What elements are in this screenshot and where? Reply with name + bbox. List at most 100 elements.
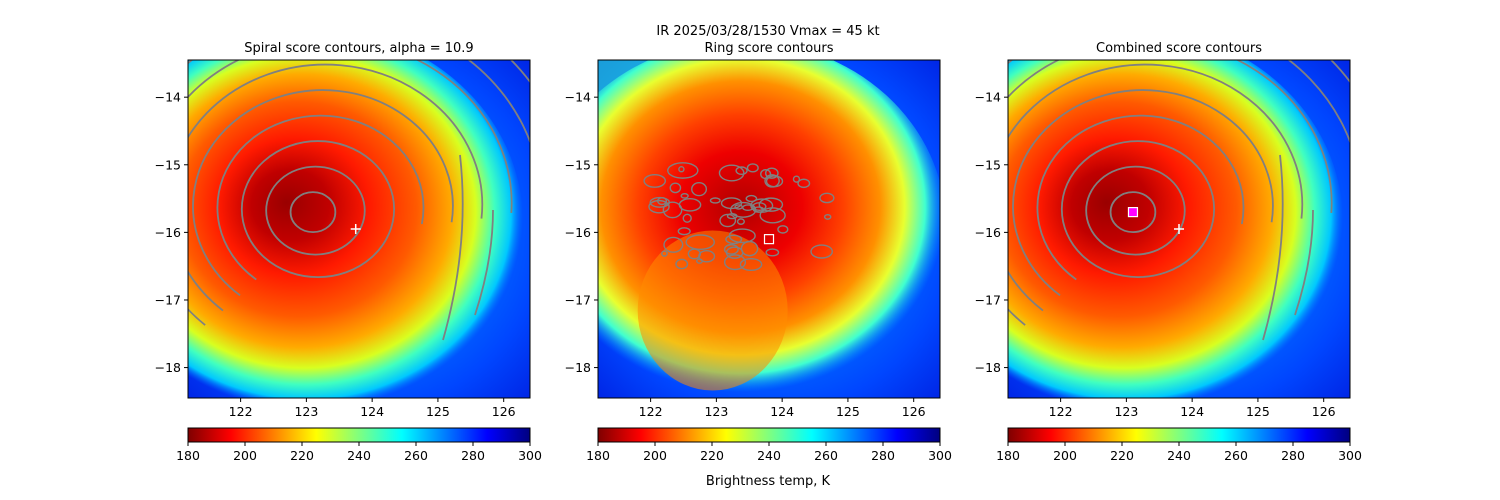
- y-tick-label: −18: [155, 360, 181, 375]
- colorbar-tick-label: 220: [290, 448, 314, 463]
- colorbar-label: Brightness temp, K: [706, 474, 831, 489]
- colorbar-tick-label: 280: [1281, 448, 1305, 463]
- contour-line: [1262, 154, 1284, 341]
- colorbar-tick-label: 280: [461, 448, 485, 463]
- y-tick-label: −18: [565, 360, 591, 375]
- colorbar-tick-label: 220: [700, 448, 724, 463]
- center-marker-square-1-0: [763, 234, 775, 245]
- contour-blob: [682, 213, 692, 223]
- y-tick-label: −14: [155, 90, 181, 105]
- contour-blob: [745, 194, 758, 203]
- colorbar-tick-label: 180: [176, 448, 200, 463]
- contour-blob: [723, 243, 739, 255]
- x-tick-label: 124: [1180, 404, 1204, 419]
- y-tick-label: −17: [155, 292, 181, 307]
- colorbar-tick-label: 260: [404, 448, 428, 463]
- contour-blob: [643, 173, 667, 188]
- contour-line: [1329, 60, 1350, 84]
- contour-blob: [764, 174, 780, 188]
- contour-blob: [663, 236, 684, 253]
- panel-title: Spiral score contours, alpha = 10.9: [244, 41, 473, 56]
- contour-line: [509, 60, 530, 84]
- contour-blob: [723, 254, 747, 271]
- ir-image: [1008, 60, 1350, 398]
- cloud-mass: [1008, 60, 1343, 398]
- colorbar: [1007, 427, 1351, 443]
- contour-line: [1008, 63, 1304, 312]
- contour-blob: [792, 175, 801, 183]
- colorbar-tick-label: 260: [814, 448, 838, 463]
- ir-image: [188, 60, 530, 398]
- contour-line: [265, 165, 366, 256]
- y-tick-label: −16: [155, 225, 181, 240]
- contour-blob: [677, 227, 691, 236]
- contour-blob: [728, 228, 756, 244]
- contour-blob: [698, 249, 716, 263]
- colorbar-tick-label: 300: [518, 448, 542, 463]
- colorbar: [597, 427, 941, 443]
- x-tick-label: 125: [426, 404, 450, 419]
- contour-line: [1085, 165, 1186, 256]
- contour-blob: [810, 244, 833, 259]
- contour-line: [1008, 60, 1350, 145]
- contour-blob: [719, 213, 737, 228]
- contour-blob: [765, 248, 780, 257]
- contour-line: [1008, 60, 1333, 326]
- colorbar-tick-label: 240: [347, 448, 371, 463]
- contour-line: [216, 114, 425, 281]
- contour-blob: [709, 197, 721, 204]
- cloud-lobe: [637, 230, 788, 391]
- y-tick-label: −16: [565, 225, 591, 240]
- cloud-mass: [188, 60, 523, 398]
- x-tick-label: 125: [836, 404, 860, 419]
- contour-line: [1060, 140, 1216, 278]
- panel-title: Ring score contours: [704, 41, 833, 56]
- contour-blob: [729, 201, 757, 218]
- contour-blob: [739, 257, 763, 271]
- x-tick-label: 123: [1114, 404, 1138, 419]
- y-tick-label: −15: [565, 157, 591, 172]
- x-tick-label: 124: [770, 404, 794, 419]
- contour-line: [192, 89, 454, 297]
- colorbar-tick-label: 220: [1110, 448, 1134, 463]
- contour-line: [1109, 191, 1157, 233]
- contour-blob: [649, 196, 671, 208]
- x-tick-label: 124: [360, 404, 384, 419]
- colorbar-tick-label: 260: [1224, 448, 1248, 463]
- y-tick-label: −17: [565, 292, 591, 307]
- panels: Spiral score contours, alpha = 10.9 122 12…: [155, 41, 1362, 463]
- center-marker-square-2-1: [1127, 207, 1139, 218]
- contour-line: [188, 63, 484, 312]
- colorbar-tick-label: 200: [233, 448, 257, 463]
- y-tick-label: −15: [975, 157, 1001, 172]
- y-tick-label: −15: [155, 157, 181, 172]
- panel-1: Spiral score contours, alpha = 10.9 122 12…: [155, 41, 542, 463]
- colorbar-tick-label: 300: [928, 448, 952, 463]
- contour-line: [240, 140, 396, 278]
- contour-blob: [735, 166, 748, 176]
- x-tick-label: 126: [492, 404, 516, 419]
- center-marker-plus-2-0: [1174, 224, 1184, 234]
- ir-image: [598, 60, 940, 398]
- contour-line: [289, 191, 337, 233]
- axes-frame: [1007, 59, 1351, 399]
- x-tick-label: 122: [639, 404, 663, 419]
- y-tick-label: −18: [975, 360, 1001, 375]
- x-tick-label: 123: [294, 404, 318, 419]
- axes-frame: [597, 59, 941, 399]
- contour-blob: [667, 162, 699, 179]
- contour-blob: [746, 163, 759, 173]
- suptitle: IR 2025/03/28/1530 Vmax = 45 kt: [656, 24, 879, 39]
- contour-blob: [648, 199, 670, 214]
- contour-line: [188, 60, 513, 326]
- axes-frame: [187, 59, 531, 399]
- contour-line: [442, 154, 464, 341]
- colorbar-tick-label: 200: [643, 448, 667, 463]
- contours: [188, 60, 530, 341]
- contour-blob: [736, 218, 745, 225]
- contour-blob: [777, 225, 789, 234]
- contour-blob: [678, 198, 702, 212]
- contours: [1008, 60, 1350, 341]
- colorbar-tick-label: 300: [1338, 448, 1362, 463]
